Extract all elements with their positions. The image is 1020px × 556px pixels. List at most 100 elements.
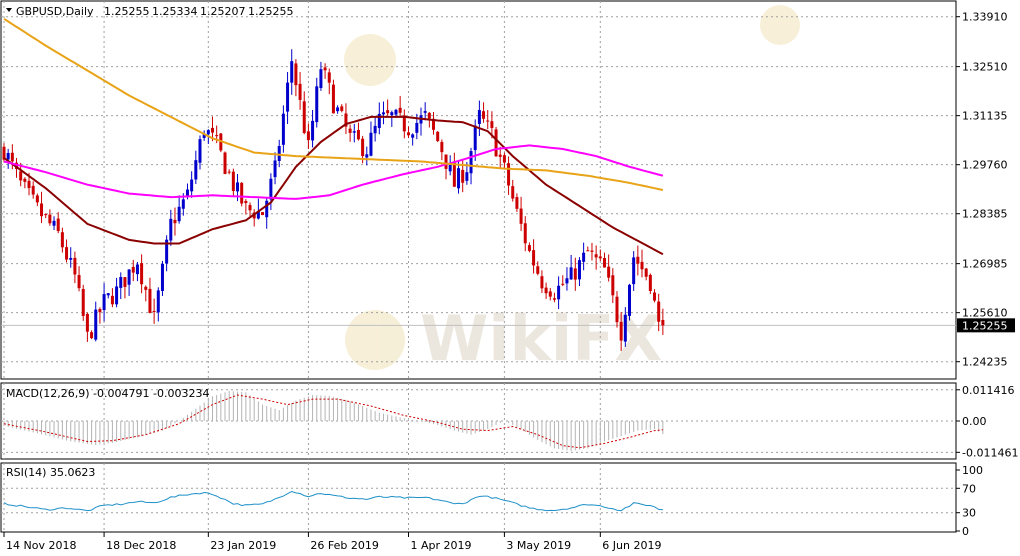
candle — [127, 269, 131, 296]
candle — [148, 277, 152, 314]
candle — [648, 273, 652, 295]
macd-axis-label: -0.011461 — [962, 446, 1018, 459]
ohlc-open: 1.25255 — [104, 5, 150, 18]
candle — [323, 63, 327, 79]
candle — [653, 289, 657, 303]
candle — [423, 102, 427, 121]
ohlc-low: 1.25207 — [200, 5, 246, 18]
candle — [502, 152, 506, 170]
candle — [519, 196, 523, 231]
candle — [81, 284, 85, 321]
candle — [486, 109, 490, 130]
candle — [98, 307, 102, 324]
symbol-dropdown-icon[interactable] — [6, 8, 12, 12]
candle — [319, 61, 323, 91]
candle — [273, 152, 277, 185]
candle — [369, 121, 373, 157]
candle — [569, 254, 573, 280]
candle — [31, 181, 35, 199]
date-axis-label: 6 Jun 2019 — [602, 539, 661, 552]
candle — [527, 242, 531, 253]
candle — [6, 148, 10, 169]
candle — [577, 257, 581, 287]
macd-title: MACD(12,26,9) -0.004791 -0.003234 — [6, 387, 209, 400]
candle — [294, 59, 298, 97]
date-axis-label: 1 Apr 2019 — [410, 539, 471, 552]
candle — [110, 288, 114, 308]
grid — [1, 1, 956, 532]
candle — [244, 199, 248, 215]
rsi-axis-label: 100 — [962, 464, 983, 477]
candle — [248, 202, 252, 218]
candle — [373, 116, 377, 142]
candle — [457, 160, 461, 194]
ohlc-high: 1.25334 — [152, 5, 198, 18]
candle — [557, 276, 561, 310]
price-axis-label: 1.32510 — [962, 61, 1008, 74]
candle — [73, 251, 77, 284]
candle — [515, 193, 519, 213]
candle — [52, 216, 56, 230]
rsi-axis-label: 0 — [962, 525, 969, 538]
candle — [386, 99, 390, 116]
candle — [623, 307, 627, 347]
candle — [160, 260, 164, 297]
candle — [552, 292, 556, 303]
candle — [611, 268, 615, 304]
candle — [340, 104, 344, 113]
candle — [411, 133, 415, 146]
price-pane-frame — [0, 0, 957, 380]
candle — [390, 110, 394, 127]
candle — [135, 261, 139, 282]
candle — [165, 235, 169, 272]
candle — [327, 68, 331, 95]
price-axis-label: 1.26985 — [962, 258, 1008, 271]
candle — [440, 139, 444, 161]
rsi-title: RSI(14) 35.0623 — [6, 466, 95, 479]
candle — [77, 266, 81, 292]
date-axis-label: 26 Feb 2019 — [310, 539, 378, 552]
macd-signal-line — [3, 394, 663, 449]
candle — [194, 150, 198, 185]
candle — [219, 133, 223, 153]
candle — [561, 275, 565, 287]
candle — [540, 270, 544, 294]
candle — [144, 285, 148, 302]
candle — [190, 171, 194, 198]
candle — [256, 198, 260, 220]
candle — [281, 105, 285, 153]
candle — [348, 124, 352, 142]
candle — [240, 182, 244, 207]
current-price-tag — [957, 318, 1015, 333]
moving-averages — [3, 17, 664, 256]
candle — [277, 139, 281, 168]
date-axis-label: 18 Dec 2018 — [106, 539, 176, 552]
price-axis-label: 1.25610 — [962, 307, 1008, 320]
candle — [336, 105, 340, 114]
candle — [302, 91, 306, 135]
candle — [565, 267, 569, 291]
candle — [169, 209, 173, 246]
candle — [311, 109, 315, 148]
candle — [94, 301, 98, 342]
candle — [532, 239, 536, 274]
candle — [352, 123, 356, 143]
candle — [632, 251, 636, 291]
rsi-line — [3, 490, 663, 512]
candle — [131, 259, 135, 282]
candle — [252, 209, 256, 227]
candle — [602, 252, 606, 268]
candle — [523, 216, 527, 252]
rsi-axis-label: 70 — [962, 482, 976, 495]
candle — [628, 283, 631, 321]
candle — [35, 193, 39, 207]
candle — [290, 49, 294, 95]
candle — [377, 102, 381, 135]
candle — [477, 100, 481, 137]
candle — [661, 308, 665, 335]
candle — [398, 95, 402, 117]
rsi-pane-frame — [0, 462, 957, 533]
candle — [40, 191, 44, 224]
candle — [85, 312, 89, 342]
